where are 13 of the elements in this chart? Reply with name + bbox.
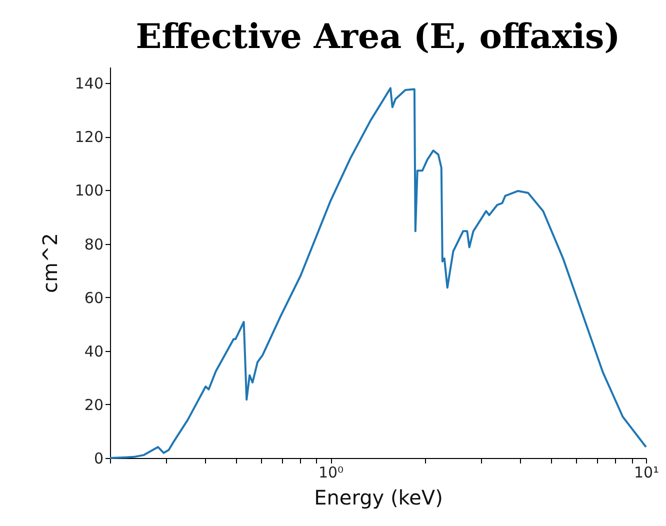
y-tick-label: 20 bbox=[84, 396, 104, 414]
x-axis-title: Energy (keV) bbox=[314, 486, 443, 510]
y-tick-label: 100 bbox=[74, 182, 104, 200]
y-axis-title: cm^2 bbox=[38, 233, 62, 293]
y-tick-label: 140 bbox=[74, 74, 104, 93]
x-tick-label: 10¹ bbox=[634, 464, 660, 482]
y-tick-label: 80 bbox=[84, 235, 104, 254]
chart-title: Effective Area (E, offaxis) bbox=[136, 17, 620, 57]
y-tick-label: 60 bbox=[84, 288, 104, 307]
x-tick-label: 10⁰ bbox=[318, 464, 344, 482]
y-tick-label: 0 bbox=[94, 450, 104, 468]
y-tick-label: 40 bbox=[84, 342, 104, 360]
y-tick-label: 120 bbox=[74, 128, 104, 146]
